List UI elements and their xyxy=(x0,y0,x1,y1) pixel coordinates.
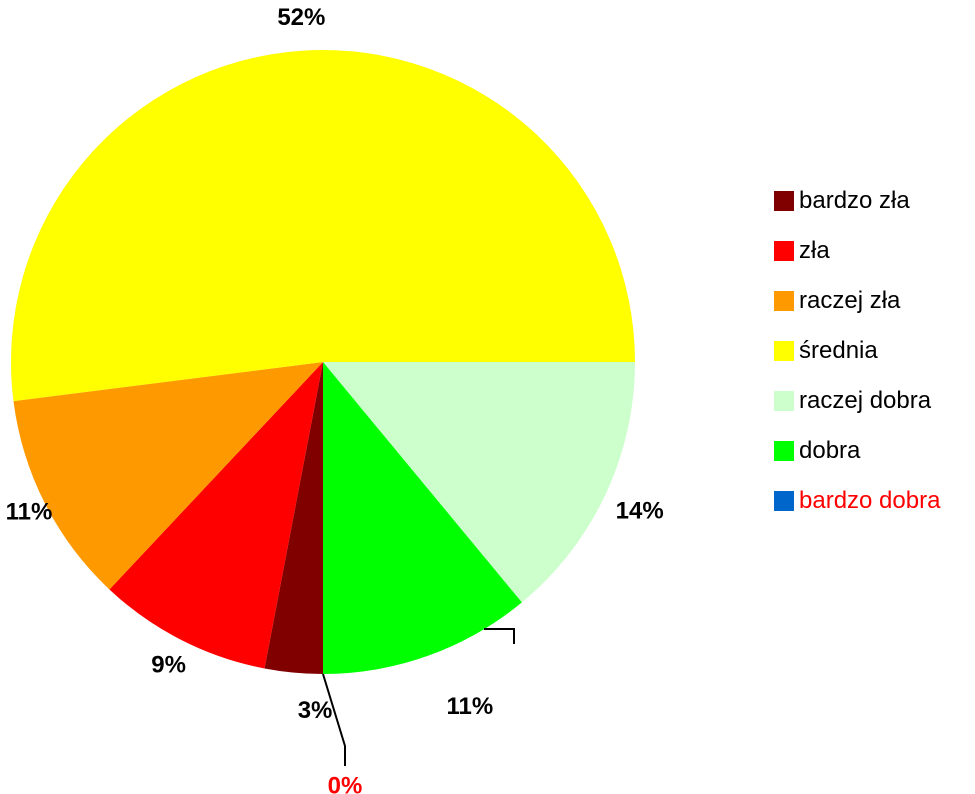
legend-swatch-raczej-zla xyxy=(774,291,794,311)
legend-label-srednia: średnia xyxy=(799,337,878,364)
slice-label-bardzo-zla: 3% xyxy=(298,697,333,724)
slice-label-srednia: 52% xyxy=(277,4,325,31)
legend-item-raczej-zla: raczej zła xyxy=(774,276,940,326)
slice-labels: 3% 9% 11% 52% 14% 11% 0% xyxy=(6,4,664,794)
legend-swatch-srednia xyxy=(774,341,794,361)
legend-item-zla: zła xyxy=(774,226,940,276)
legend: bardzo zła zła raczej zła średnia raczej dob… xyxy=(774,176,940,526)
legend-item-srednia: średnia xyxy=(774,326,940,376)
legend-swatch-zla xyxy=(774,241,794,261)
slice-label-dobra: 11% xyxy=(447,693,494,720)
slice-label-raczej-dobra: 14% xyxy=(616,498,664,525)
slice-label-bardzo-dobra: 0% xyxy=(328,773,363,794)
legend-swatch-bardzo-dobra xyxy=(774,491,794,511)
slice-label-raczej-zla: 11% xyxy=(6,498,53,525)
legend-label-raczej-dobra: raczej dobra xyxy=(799,387,932,414)
pie-slices xyxy=(11,50,636,674)
slice-raczej-dobra xyxy=(323,362,635,603)
legend-item-bardzo-dobra: bardzo dobra xyxy=(774,476,940,526)
legend-item-dobra: dobra xyxy=(774,426,940,476)
slice-bardzo-zla xyxy=(264,362,323,674)
legend-label-raczej-zla: raczej zła xyxy=(799,287,901,314)
slice-raczej-zla xyxy=(13,362,324,590)
slice-zla xyxy=(109,362,324,669)
legend-swatch-raczej-dobra xyxy=(774,391,794,411)
legend-swatch-bardzo-zla xyxy=(774,191,794,211)
slice-dobra xyxy=(323,362,522,674)
leader-dobra xyxy=(484,628,515,644)
legend-item-raczej-dobra: raczej dobra xyxy=(774,376,940,426)
legend-label-zla: zła xyxy=(799,237,830,264)
legend-label-dobra: dobra xyxy=(799,437,861,464)
slice-label-zla: 9% xyxy=(151,651,186,678)
legend-item-bardzo-zla: bardzo zła xyxy=(774,176,940,226)
legend-label-bardzo-zla: bardzo zła xyxy=(799,187,910,214)
slice-srednia xyxy=(11,50,636,402)
leader-lines xyxy=(322,628,515,766)
legend-label-bardzo-dobra: bardzo dobra xyxy=(799,487,941,514)
legend-swatch-dobra xyxy=(774,441,794,461)
leader-bardzo-dobra xyxy=(322,673,346,766)
